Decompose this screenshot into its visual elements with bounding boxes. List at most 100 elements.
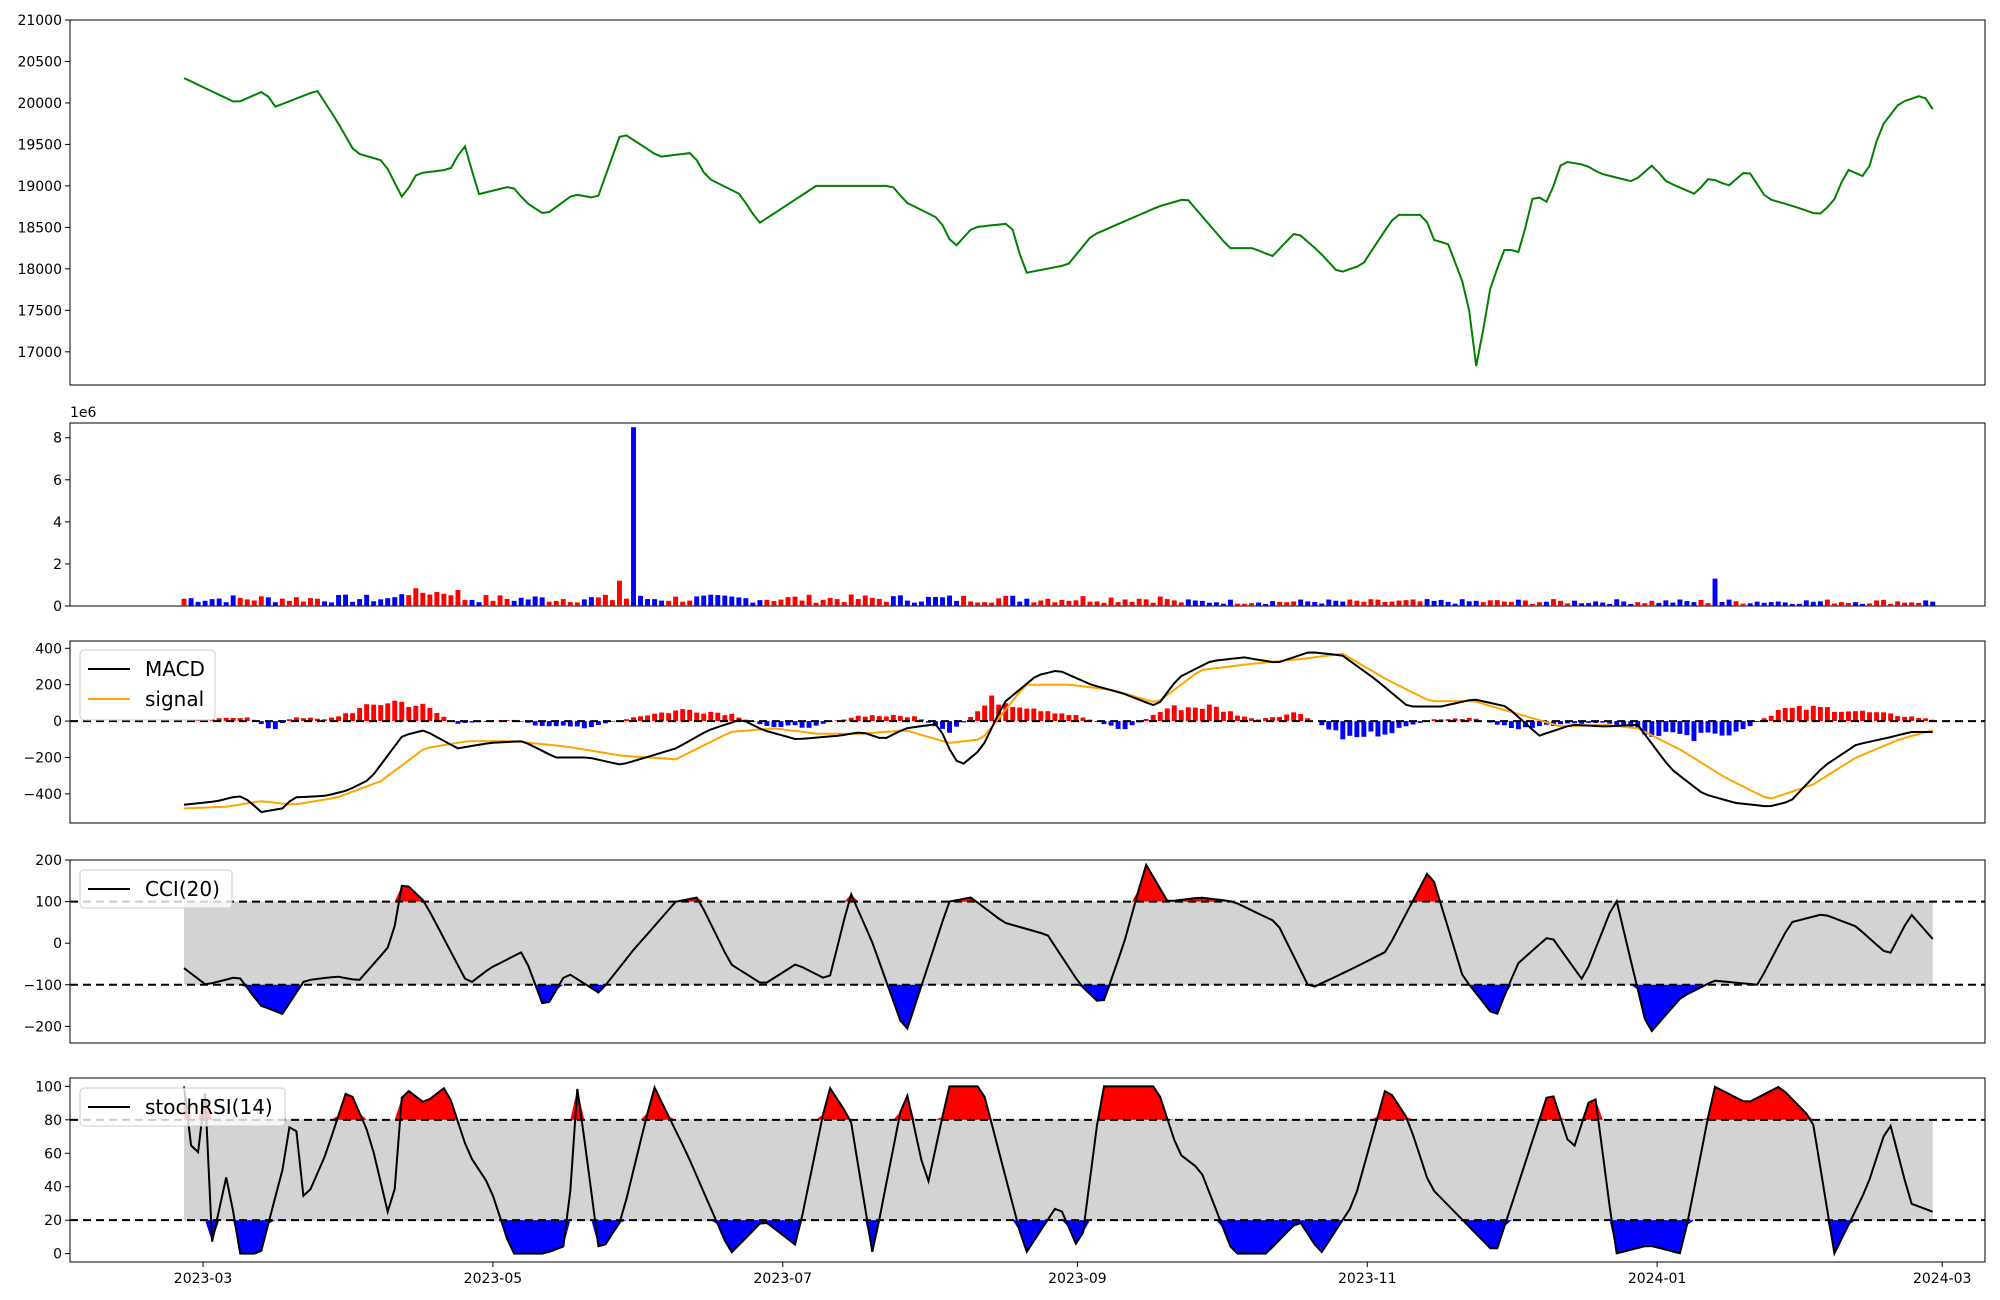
price-ytick-label: 19000 <box>17 179 62 195</box>
volume-bar <box>336 594 342 606</box>
volume-bar <box>1853 602 1858 606</box>
volume-bar <box>293 597 299 606</box>
volume-bar <box>1719 602 1725 606</box>
macd-hist-bar <box>258 721 264 725</box>
volume-bar <box>1333 600 1339 606</box>
macd-hist-bar <box>764 721 770 726</box>
volume-bar <box>883 601 889 606</box>
volume-bar <box>1558 600 1563 606</box>
volume-bar <box>904 600 910 606</box>
macd-hist-bar <box>441 716 447 722</box>
macd-hist-bar <box>1831 711 1837 722</box>
volume-bar <box>1565 603 1571 606</box>
cci-ytick-label: −100 <box>24 978 62 994</box>
volume-bar <box>968 601 974 606</box>
stochrsi-legend-box <box>79 1087 286 1127</box>
macd-hist-bar <box>1600 721 1606 723</box>
volume-bar <box>1382 602 1388 606</box>
macd-hist-bar <box>427 707 433 722</box>
macd-hist-bar <box>1396 721 1402 728</box>
volume-bar <box>1094 601 1100 606</box>
volume-bar <box>617 580 622 606</box>
x-tick-label: 2024-01 <box>1628 1271 1687 1287</box>
cci-band <box>184 901 1933 985</box>
macd-hist-bar <box>1888 713 1894 722</box>
volume-bar <box>659 600 665 606</box>
volume-ytick-label: 0 <box>53 599 62 615</box>
volume-bar <box>1916 602 1922 606</box>
macd-hist-bar <box>1270 717 1276 722</box>
price-ytick-label: 21000 <box>17 13 62 29</box>
x-tick-label: 2023-07 <box>754 1271 813 1287</box>
macd-hist-bar <box>940 721 945 729</box>
volume-bar <box>1621 601 1627 606</box>
macd-hist-bar <box>315 718 320 722</box>
volume-bar <box>1860 603 1865 606</box>
volume-bar <box>778 599 784 606</box>
volume-bar <box>1824 599 1830 606</box>
macd-line <box>183 651 1933 814</box>
volume-bar <box>1775 601 1781 606</box>
macd-hist-bar <box>272 721 278 729</box>
volume-bar <box>897 595 903 606</box>
volume-bar <box>357 599 363 606</box>
volume-bar <box>1206 602 1212 606</box>
volume-bar <box>322 601 327 606</box>
volume-bar <box>1494 600 1500 606</box>
volume-bar <box>792 596 798 606</box>
macd-hist-bar <box>1403 721 1409 727</box>
macd-hist-bar <box>890 714 896 722</box>
volume-bar <box>1691 602 1697 606</box>
macd-hist-bar <box>1235 715 1240 722</box>
volume-bar <box>392 597 398 606</box>
macd-hist-bar <box>1614 721 1620 727</box>
macd-hist-bar <box>581 721 587 729</box>
macd-hist-bar <box>385 703 391 722</box>
macd-hist-bar <box>947 721 952 733</box>
macd-hist-bar <box>1867 712 1872 722</box>
volume-bar <box>1284 602 1290 606</box>
volume-bar <box>1136 598 1142 606</box>
macd-hist-bar <box>357 708 363 722</box>
volume-bar <box>1712 578 1718 606</box>
volume-bar <box>1312 601 1318 606</box>
macd-hist-bar <box>1073 715 1079 722</box>
macd-hist-bar <box>1761 718 1767 722</box>
macd-hist-bar <box>1375 721 1381 737</box>
macd-hist-bar <box>1017 707 1023 722</box>
volume-bar <box>834 599 840 606</box>
volume-bar <box>602 594 608 606</box>
macd-hist-bar <box>399 701 405 722</box>
macd-hist-bar <box>862 716 868 722</box>
macd-hist-bar <box>1319 721 1325 726</box>
macd-hist-bar <box>1284 714 1290 722</box>
volume-bar <box>209 599 215 606</box>
volume-bar <box>1410 599 1416 606</box>
volume-bar <box>223 602 229 606</box>
stochrsi-ytick-label: 0 <box>53 1247 62 1263</box>
volume-bar <box>560 599 566 606</box>
volume-bar <box>448 595 454 606</box>
volume-bar <box>996 598 1002 606</box>
volume-bar <box>497 595 503 606</box>
volume-bar <box>876 598 882 606</box>
cci-oversold-fill <box>184 984 1933 1031</box>
macd-hist-bar <box>659 712 665 722</box>
macd-hist-bar <box>1326 721 1332 730</box>
price-ytick-label: 17000 <box>17 345 62 361</box>
volume-bar <box>638 595 643 606</box>
volume-bar <box>1115 602 1121 606</box>
volume-bar <box>258 596 264 606</box>
volume-bar <box>279 598 285 606</box>
cci-legend: CCI(20) <box>79 869 233 909</box>
volume-bar <box>286 600 292 606</box>
volume-exponent-label: 1e6 <box>70 405 97 421</box>
macd-legend-label: MACD <box>145 657 205 681</box>
macd-hist-bar <box>1185 707 1191 722</box>
volume-bar <box>1586 603 1592 606</box>
macd-hist-bar <box>1698 721 1704 733</box>
macd-hist-bar <box>771 721 777 727</box>
macd-hist-bar <box>869 715 875 722</box>
volume-bar <box>813 602 819 606</box>
macd-hist-bar <box>1803 709 1809 722</box>
